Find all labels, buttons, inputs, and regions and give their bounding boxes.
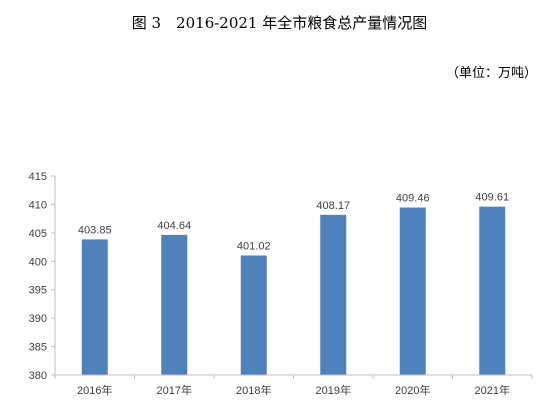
data-label-6: 409.61 bbox=[475, 192, 509, 204]
x-tick-label: 2019年 bbox=[316, 383, 351, 397]
y-tick-label: 395 bbox=[29, 285, 47, 297]
data-label-5: 409.46 bbox=[396, 192, 430, 204]
data-labels: 403.85 404.64 401.02 408.17 409.46 409.61 bbox=[78, 192, 509, 253]
data-label-1: 403.85 bbox=[78, 224, 112, 236]
x-tick-label: 2020年 bbox=[395, 383, 430, 397]
y-tick-label: 380 bbox=[29, 370, 47, 382]
y-tick-label: 410 bbox=[29, 199, 47, 211]
y-tick-label: 385 bbox=[29, 342, 47, 354]
bar-2 bbox=[161, 234, 188, 375]
bars bbox=[81, 206, 506, 375]
data-label-3: 401.02 bbox=[237, 240, 271, 252]
x-tick-label: 2017年 bbox=[157, 383, 192, 397]
bar-4 bbox=[320, 214, 347, 375]
x-tick-label: 2016年 bbox=[77, 383, 112, 397]
bar-3 bbox=[240, 255, 267, 375]
bar-6 bbox=[479, 206, 506, 375]
chart-title: 图 3 2016-2021 年全市粮食总产量情况图 bbox=[131, 14, 428, 32]
unit-note: （单位：万吨） bbox=[445, 66, 537, 81]
data-label-4: 408.17 bbox=[316, 200, 350, 212]
bar-5 bbox=[399, 207, 426, 375]
x-tick-label: 2021年 bbox=[475, 383, 510, 397]
y-tick-label: 405 bbox=[29, 228, 47, 240]
data-label-2: 404.64 bbox=[157, 220, 191, 232]
y-tick-label: 400 bbox=[29, 256, 47, 268]
bar-1 bbox=[81, 239, 108, 375]
y-tick-label: 390 bbox=[29, 313, 47, 325]
x-tick-label: 2018年 bbox=[236, 383, 271, 397]
x-axis: 2016年 2017年 2018年 2019年 2020年 2021年 bbox=[54, 374, 533, 397]
y-axis: 380 385 390 395 400 405 410 415 bbox=[29, 171, 56, 382]
y-tick-label: 415 bbox=[29, 171, 47, 183]
